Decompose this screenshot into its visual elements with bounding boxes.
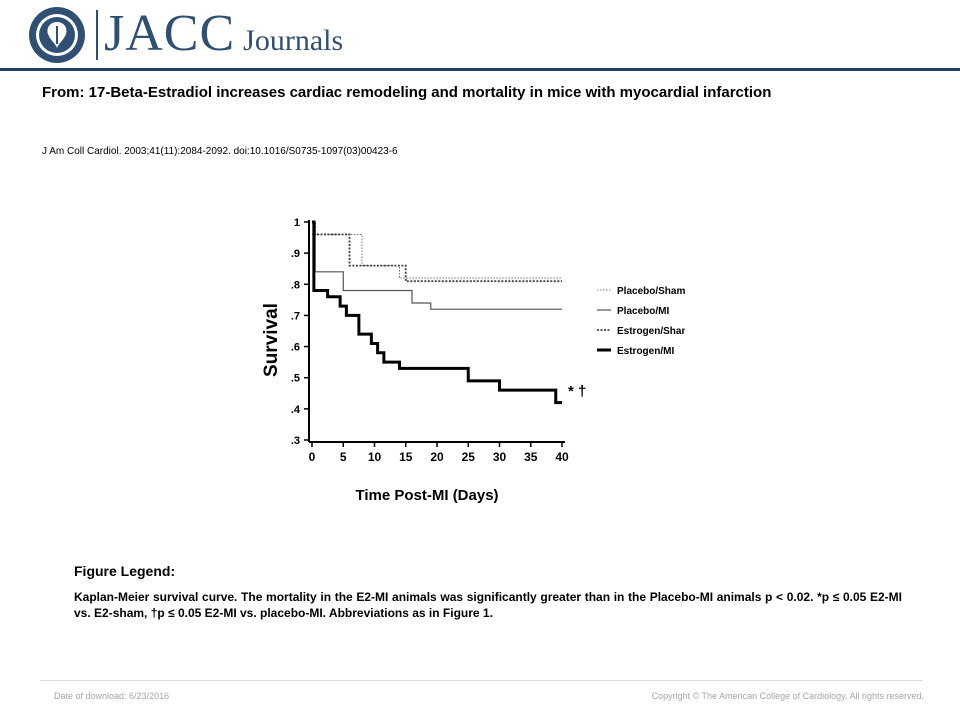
x-tick-label: 30 bbox=[493, 450, 507, 464]
y-axis-label: Survival bbox=[261, 303, 282, 377]
footer-rule bbox=[40, 680, 922, 681]
figure-legend-text: Kaplan-Meier survival curve. The mortali… bbox=[74, 590, 902, 620]
y-tick-label: .6 bbox=[291, 342, 300, 354]
x-tick-label: 15 bbox=[399, 450, 413, 464]
y-tick-label: .7 bbox=[291, 310, 300, 322]
copyright-notice: Copyright © The American College of Card… bbox=[651, 691, 924, 701]
series-line-estrogen-mi bbox=[312, 220, 562, 405]
figure-title: From: 17-Beta-Estradiol increases cardia… bbox=[42, 84, 772, 101]
x-tick-label: 5 bbox=[340, 450, 347, 464]
significance-annotation: * † bbox=[568, 383, 586, 400]
kaplan-meier-chart-svg: 1 .9 .8 .7 .6 .5 .4 .3 0 5 10 15 20 25 30 35 40 Placebo/… bbox=[261, 217, 690, 504]
y-tick-label: .8 bbox=[291, 279, 300, 291]
legend-label: Placebo/Sham bbox=[617, 286, 685, 297]
logo-journals-text: Journals bbox=[243, 24, 344, 57]
y-tick-label: .9 bbox=[291, 248, 300, 260]
logo-jacc-text: JACC bbox=[104, 5, 236, 62]
download-date: Date of download: 6/23/2016 bbox=[54, 691, 170, 701]
series-line-estrogen-sham bbox=[312, 221, 562, 283]
x-tick-label: 25 bbox=[462, 450, 476, 464]
header-rule bbox=[0, 68, 960, 71]
y-tick-label: 1 bbox=[294, 217, 300, 229]
acc-seal-logo bbox=[29, 7, 85, 63]
figure-legend-heading: Figure Legend: bbox=[74, 563, 176, 579]
x-axis-label: Time Post-MI (Days) bbox=[355, 487, 498, 504]
x-tick-label: 35 bbox=[524, 450, 538, 464]
x-tick-label: 40 bbox=[555, 450, 569, 464]
legend-label: Placebo/MI bbox=[617, 306, 669, 317]
y-tick-label: .5 bbox=[291, 373, 300, 385]
x-tick-label: 0 bbox=[309, 450, 316, 464]
logo-divider bbox=[96, 10, 98, 60]
figure-citation[interactable]: J Am Coll Cardiol. 2003;41(11):2084-2092… bbox=[42, 146, 398, 157]
header: JACC Journals bbox=[0, 0, 960, 71]
jacc-journals-logo[interactable]: JACC Journals bbox=[104, 4, 343, 63]
x-tick-label: 20 bbox=[430, 450, 444, 464]
y-tick-label: .4 bbox=[291, 404, 301, 416]
y-tick-label: .3 bbox=[291, 435, 300, 447]
legend-label: Estrogen/MI bbox=[617, 346, 674, 357]
legend-label: Estrogen/Sham bbox=[617, 326, 685, 337]
survival-chart: 1 .9 .8 .7 .6 .5 .4 .3 0 5 10 15 20 25 30 35 40 Placebo/… bbox=[255, 208, 690, 518]
x-tick-label: 10 bbox=[368, 450, 382, 464]
